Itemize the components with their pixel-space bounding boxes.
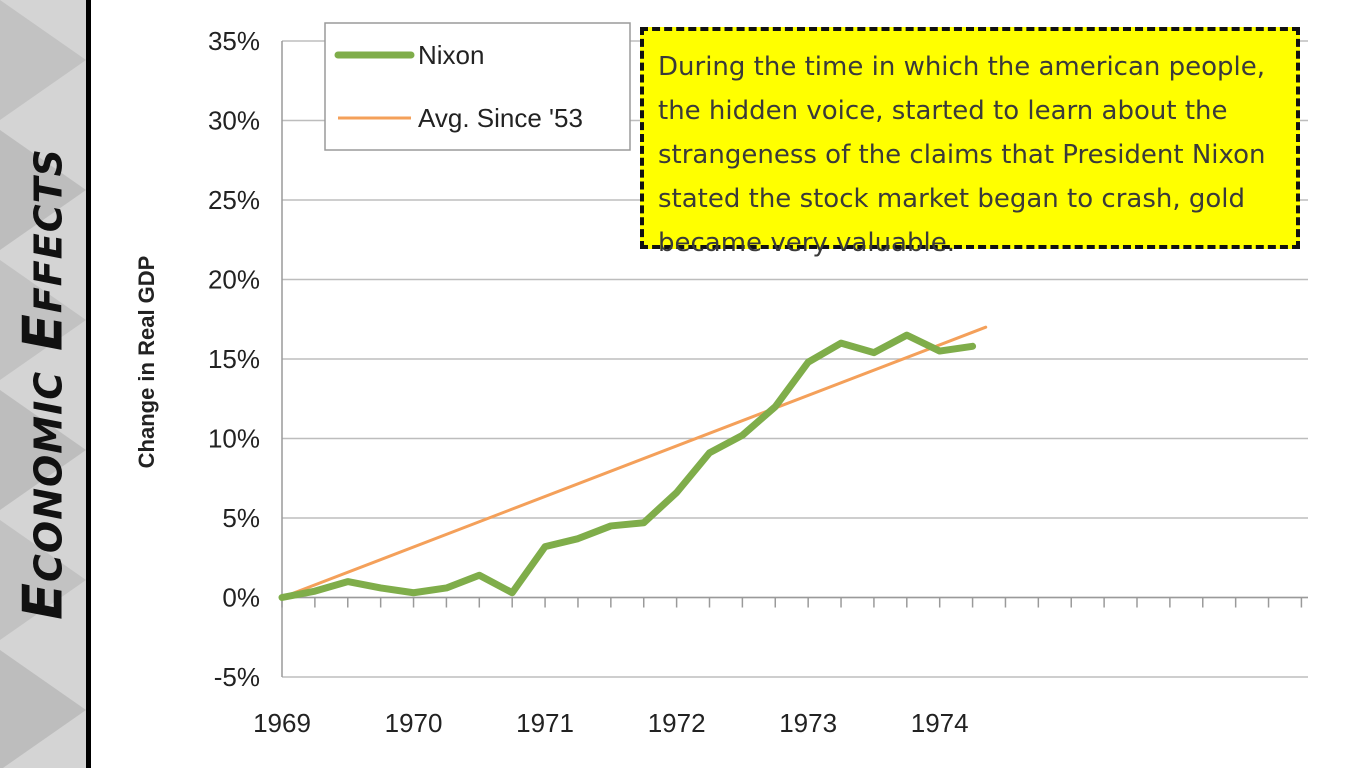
y-tick-labels: 35% 30% 25% 20% 15% 10% 5% 0% -5% [208, 26, 260, 692]
x-tick-label: 1974 [911, 708, 969, 738]
x-tick-label: 1972 [648, 708, 706, 738]
x-tick-labels: 1969 1970 1971 1972 1973 1974 [253, 708, 969, 738]
series-layer [278, 325, 988, 601]
legend-label-average: Avg. Since '53 [418, 103, 583, 133]
sidebar-title: Economic Effects [11, 148, 75, 620]
sidebar: Economic Effects [0, 0, 86, 768]
y-tick-label: -5% [214, 662, 260, 692]
y-tick-label: 10% [208, 424, 260, 454]
chart-legend: Nixon Avg. Since '53 [324, 22, 631, 151]
y-tick-label: 15% [208, 344, 260, 374]
callout-box: During the time in which the american pe… [640, 27, 1300, 258]
y-tick-label: 25% [208, 185, 260, 215]
y-tick-label: 5% [222, 503, 260, 533]
legend-label-nixon: Nixon [418, 40, 484, 70]
sidebar-divider [86, 0, 91, 768]
y-axis-label: Change in Real GDP [134, 256, 159, 469]
line-chart: 35%30%25%20%15%10%5%0%-5% 1969 1970 1971 19… [134, 22, 1308, 738]
x-tick-label: 1970 [385, 708, 443, 738]
x-tick-label: 1969 [253, 708, 311, 738]
sidebar-pattern [0, 0, 86, 768]
series-line-nixon [278, 331, 977, 601]
y-tick-label: 35% [208, 26, 260, 56]
x-tick-label: 1973 [779, 708, 837, 738]
series-line-average [280, 325, 988, 599]
y-tick-label: 30% [208, 106, 260, 136]
chart-axes [281, 41, 1308, 677]
y-tick-label: 0% [222, 583, 260, 613]
x-tick-label: 1971 [516, 708, 574, 738]
legend-box [324, 22, 631, 151]
y-tick-label: 20% [208, 265, 260, 295]
